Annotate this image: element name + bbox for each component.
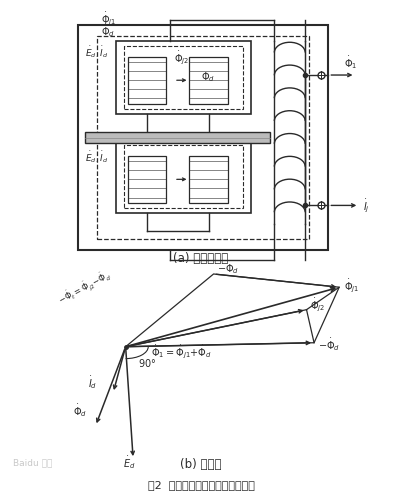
Text: $-\dot{\Phi}_d$: $-\dot{\Phi}_d$ [217,260,239,277]
Text: $\dot{I}_d$: $\dot{I}_d$ [88,374,97,392]
Text: $\dot{I}_j$: $\dot{I}_j$ [362,198,369,215]
Bar [128,156,166,203]
Text: $\dot{\Phi}_{j1}$: $\dot{\Phi}_{j1}$ [100,10,115,28]
Bar [77,26,328,250]
Text: $\dot{E}_d$: $\dot{E}_d$ [123,454,136,471]
Text: Baidu 百度: Baidu 百度 [12,459,52,468]
Text: $\dot{\Phi}_d$: $\dot{\Phi}_d$ [73,402,87,419]
Bar [85,132,270,143]
Text: $\dot{\Phi}_d$: $\dot{\Phi}_d$ [100,22,114,38]
Text: $\dot{\Phi}_{j2}$: $\dot{\Phi}_{j2}$ [310,297,325,314]
Text: 图2  感应型过电流继电器原理结构: 图2 感应型过电流继电器原理结构 [147,480,254,490]
Text: $\dot{\Phi}_{j2}$: $\dot{\Phi}_{j2}$ [174,49,189,67]
Text: $\dot{\Phi}_1{=}\dot{\Phi}_{j1}{+}\dot{\Phi}_d$: $\dot{\Phi}_1{=}\dot{\Phi}_{j1}{+}\dot{\… [150,343,211,361]
Text: (a) 结构原理图: (a) 结构原理图 [173,252,228,265]
Text: $90°$: $90°$ [138,357,156,369]
Text: $-\dot{\Phi}_t{=}\dot{\Phi}_{j2}{-}\dot{\Phi}_d$: $-\dot{\Phi}_t{=}\dot{\Phi}_{j2}{-}\dot{… [55,267,114,309]
Bar [189,156,227,203]
Bar [128,57,166,104]
Bar [124,46,243,109]
Text: (b) 相量图: (b) 相量图 [180,459,221,471]
Text: $\dot{\Phi}_{j1}$: $\dot{\Phi}_{j1}$ [343,277,358,295]
Bar [116,41,251,114]
Bar [189,57,227,104]
Text: $-\dot{\Phi}_d$: $-\dot{\Phi}_d$ [317,336,339,353]
Text: $\dot{\Phi}_1$: $\dot{\Phi}_1$ [343,54,356,71]
Bar [116,140,251,213]
Text: $\dot{E}_d,\dot{I}_d$: $\dot{E}_d,\dot{I}_d$ [85,149,108,165]
Text: $\dot{E}_d,\dot{I}_d$: $\dot{E}_d,\dot{I}_d$ [85,45,108,61]
Bar [124,146,243,208]
Text: $\Phi_d$: $\Phi_d$ [200,70,215,84]
Bar [97,36,308,239]
